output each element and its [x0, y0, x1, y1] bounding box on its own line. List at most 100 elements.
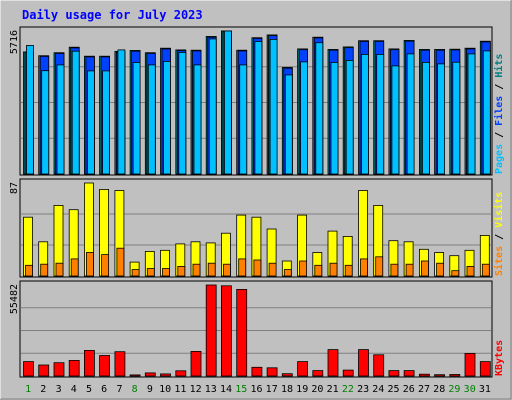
bar-pages-day-2 [41, 70, 50, 175]
bar-pages-day-31 [482, 50, 491, 175]
bar-kbytes-day-20 [312, 370, 324, 377]
bars-hits [21, 30, 491, 175]
bar-pages-day-27 [421, 62, 430, 175]
bar-pages-day-17 [269, 39, 278, 175]
x-tick-label-30: 30 [464, 384, 476, 395]
bar-kbytes-day-7 [114, 351, 126, 377]
x-tick-label-8: 8 [132, 384, 138, 395]
x-tick-label-17: 17 [266, 384, 278, 395]
bar-kbytes-day-22 [342, 369, 354, 377]
x-tick-label-12: 12 [190, 384, 202, 395]
x-tick-label-13: 13 [205, 384, 217, 395]
bar-kbytes-day-3 [53, 362, 65, 377]
bar-sites-day-28 [436, 262, 445, 277]
bar-sites-day-8 [131, 269, 140, 277]
bar-sites-day-2 [40, 263, 49, 277]
panel-kbytes: 55482 KBytes [9, 280, 505, 378]
x-tick-label-5: 5 [86, 384, 92, 395]
x-tick-label-29: 29 [448, 384, 460, 395]
bar-pages-day-11 [178, 52, 187, 175]
bar-sites-day-19 [299, 260, 308, 277]
panel-hits: 5716 Pages / Files / Hits [9, 26, 505, 176]
bar-sites-day-31 [481, 263, 490, 277]
bar-pages-day-22 [345, 60, 354, 175]
x-tick-label-25: 25 [387, 384, 399, 395]
bar-pages-day-4 [71, 50, 80, 175]
bar-kbytes-day-12 [190, 350, 202, 377]
x-tick-label-21: 21 [327, 384, 339, 395]
bar-sites-day-10 [162, 268, 170, 277]
scale-max-visits: 87 [9, 182, 20, 194]
bar-pages-day-1 [26, 45, 34, 175]
bar-sites-day-24 [375, 256, 384, 277]
x-tick-label-31: 31 [479, 384, 491, 395]
bar-kbytes-day-30 [464, 352, 476, 377]
chart-title: Daily usage for July 2023 [22, 8, 203, 22]
bar-sites-day-27 [420, 260, 429, 277]
bar-kbytes-day-4 [68, 359, 80, 377]
bar-kbytes-day-6 [99, 355, 110, 377]
panel-visits: 87 Sites / Visits [9, 178, 505, 278]
bar-kbytes-day-17 [266, 367, 278, 377]
bar-pages-day-5 [87, 70, 95, 175]
bar-kbytes-day-16 [251, 366, 263, 377]
bar-kbytes-day-29 [449, 374, 461, 377]
x-tick-label-1: 1 [25, 384, 31, 395]
bar-kbytes-day-18 [281, 373, 293, 377]
bar-sites-day-4 [70, 258, 79, 277]
legend-pages: Pages [494, 144, 505, 174]
x-tick-label-14: 14 [220, 384, 232, 395]
x-tick-label-2: 2 [40, 384, 46, 395]
bar-kbytes-day-2 [38, 364, 50, 377]
bar-sites-day-6 [101, 254, 109, 277]
legend-sep-2: / [494, 78, 505, 96]
x-tick-label-26: 26 [403, 384, 415, 395]
bar-pages-day-10 [163, 61, 171, 175]
x-tick-label-18: 18 [281, 384, 293, 395]
legend-files: Files [493, 96, 505, 126]
bar-pages-day-24 [376, 54, 385, 175]
bar-pages-day-7 [117, 49, 126, 175]
bar-pages-day-28 [437, 63, 446, 175]
bar-sites-day-13 [207, 262, 216, 277]
bar-pages-day-18 [284, 74, 293, 175]
x-axis-labels: 1 2 3 4 5 6 7 8 9 10 11 12 13 14 15 16 17 18 19 20 21 22 23 24 2… [25, 384, 491, 395]
bar-kbytes-day-24 [373, 354, 385, 377]
x-tick-label-6: 6 [101, 384, 107, 395]
bar-pages-day-9 [147, 64, 156, 175]
bar-sites-day-16 [253, 259, 262, 277]
scale-max-hits: 5716 [9, 30, 20, 54]
bar-kbytes-day-15 [236, 288, 248, 377]
bar-sites-day-22 [344, 264, 353, 277]
bar-kbytes-day-13 [205, 284, 217, 377]
bar-pages-day-3 [56, 64, 65, 175]
bar-pages-day-15 [239, 64, 248, 175]
bar-sites-day-15 [238, 258, 247, 277]
bar-pages-day-16 [254, 41, 263, 175]
bar-kbytes-day-5 [84, 349, 95, 377]
bar-sites-day-9 [146, 268, 155, 277]
bar-sites-day-12 [192, 263, 201, 277]
bar-sites-day-7 [116, 247, 125, 277]
x-tick-label-22: 22 [342, 384, 354, 395]
legend-hits-label: Hits [493, 54, 505, 78]
x-tick-label-27: 27 [418, 384, 430, 395]
x-tick-label-3: 3 [56, 384, 62, 395]
bar-pages-day-26 [406, 53, 415, 175]
bars-visits [21, 182, 491, 277]
bar-sites-day-3 [55, 262, 64, 277]
bar-sites-day-21 [329, 262, 338, 277]
bar-kbytes-day-10 [160, 373, 171, 377]
bar-pages-day-6 [102, 70, 110, 175]
scale-max-kbytes: 55482 [9, 284, 20, 314]
bar-kbytes-day-28 [434, 374, 446, 377]
x-tick-label-23: 23 [357, 384, 369, 395]
legend-sites: Sites [493, 246, 505, 276]
bar-kbytes-day-21 [327, 349, 339, 377]
x-tick-label-16: 16 [250, 384, 262, 395]
legend-kbytes-label: KBytes [494, 340, 505, 376]
bar-kbytes-day-11 [175, 370, 187, 377]
bar-sites-day-14 [222, 263, 231, 277]
x-tick-label-10: 10 [159, 384, 171, 395]
